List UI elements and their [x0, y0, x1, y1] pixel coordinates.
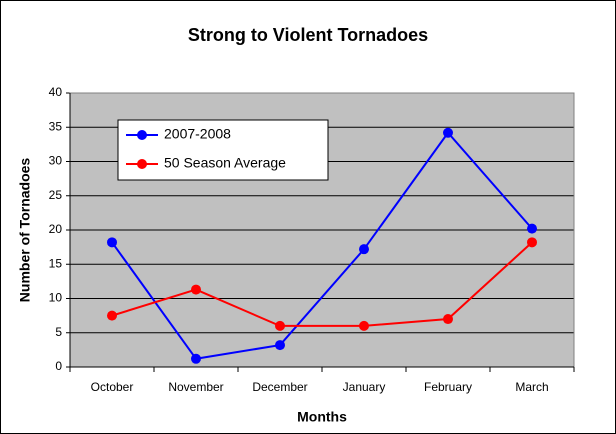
x-axis-title: Months	[297, 409, 347, 425]
x-tick-label: January	[343, 380, 386, 394]
y-tick-label: 10	[49, 291, 63, 305]
y-tick-label: 35	[49, 119, 63, 133]
y-tick-label: 20	[49, 222, 63, 236]
chart-title: Strong to Violent Tornadoes	[188, 25, 428, 45]
legend-box	[117, 119, 329, 181]
data-point	[527, 237, 537, 248]
y-axis-title: Number of Tornadoes	[17, 158, 33, 303]
data-point	[443, 127, 453, 138]
legend-label: 50 Season Average	[164, 155, 286, 171]
data-point	[527, 223, 537, 234]
data-point	[275, 320, 285, 331]
data-point	[191, 353, 201, 364]
data-point	[275, 340, 285, 351]
y-tick-label: 40	[49, 85, 63, 99]
y-tick-label: 0	[55, 359, 62, 373]
data-point	[359, 320, 369, 331]
legend-marker	[137, 130, 147, 140]
legend-marker	[137, 159, 147, 169]
data-point	[443, 314, 453, 325]
x-tick-label: October	[91, 380, 134, 394]
series-line	[111, 131, 533, 360]
x-tick-label: December	[252, 380, 307, 394]
data-point	[107, 310, 117, 321]
series-line	[111, 241, 533, 327]
x-tick-label: March	[515, 380, 548, 394]
x-tick-label: February	[424, 380, 472, 394]
x-tick-label: November	[168, 380, 223, 394]
y-tick-label: 25	[49, 188, 63, 202]
y-tick-label: 30	[49, 154, 63, 168]
y-tick-label: 15	[49, 256, 63, 270]
y-tick-label: 5	[55, 325, 62, 339]
data-point	[359, 244, 369, 255]
data-point	[191, 284, 201, 295]
legend-label: 2007-2008	[164, 126, 231, 142]
data-point	[107, 237, 117, 248]
